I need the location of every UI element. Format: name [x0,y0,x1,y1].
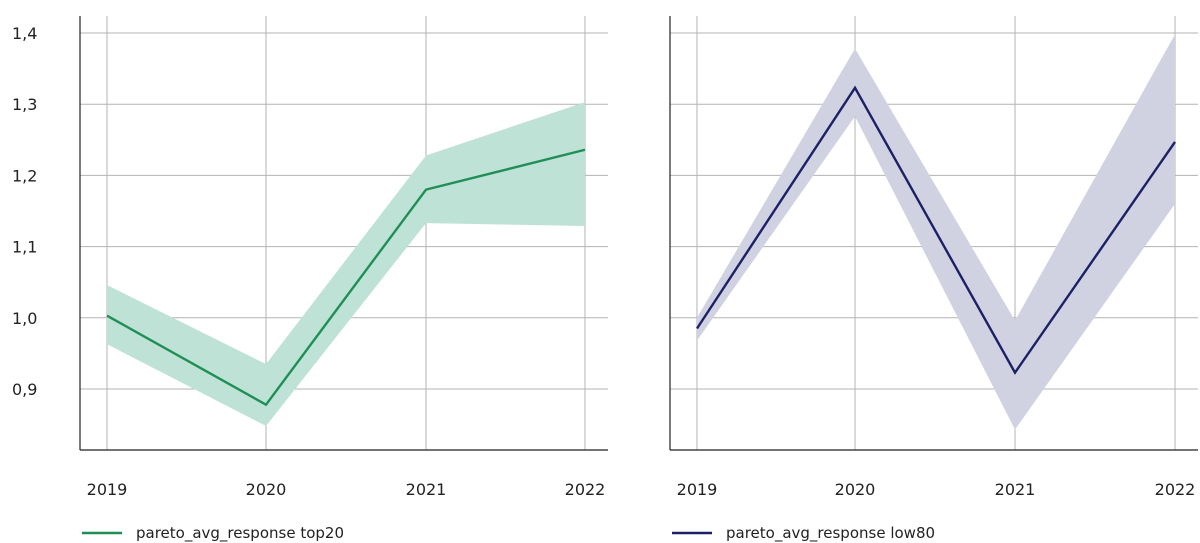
x-tick-label: 2022 [565,480,606,499]
x-tick-label: 2020 [246,480,287,499]
legend-label: pareto_avg_response low80 [726,524,935,543]
x-tick-label: 2021 [995,480,1036,499]
right-chart-panel: 2019 2020 2021 2022 pareto_avg_response low8… [669,16,1198,543]
x-tick-label: 2020 [835,480,876,499]
x-tick-label: 2021 [406,480,447,499]
x-tick-label: 2019 [87,480,128,499]
y-tick-label: 1,2 [12,166,37,185]
left-chart-panel: 0,9 1,0 1,1 1,2 1,3 1,4 2019 2020 2021 2022 pareto… [12,16,608,543]
legend-label: pareto_avg_response top20 [136,524,344,543]
confidence-band [107,102,585,427]
y-tick-label: 1,0 [12,309,37,328]
x-tick-label: 2019 [677,480,718,499]
y-tick-label: 1,3 [12,95,37,114]
y-tick-label: 1,4 [12,24,37,43]
series-line [695,85,1176,375]
y-tick-label: 1,1 [12,238,37,257]
y-tick-label: 0,9 [12,380,37,399]
series-line [106,148,586,407]
x-tick-label: 2022 [1155,480,1196,499]
